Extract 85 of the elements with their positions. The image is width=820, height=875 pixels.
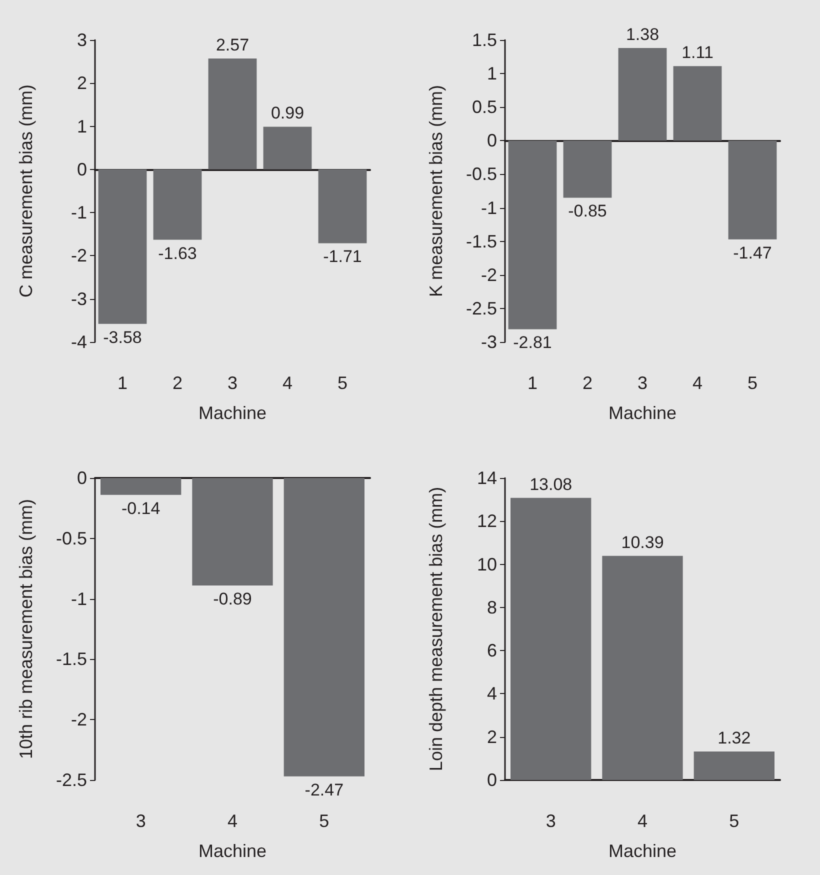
y-tick-label: 0 [76, 468, 87, 488]
y-tick-label: -2.5 [56, 770, 87, 790]
data-label: 0.99 [270, 104, 304, 123]
y-tick-label: 0 [486, 130, 497, 151]
bar [618, 48, 667, 141]
y-axis-title: K measurement bias (mm) [426, 84, 446, 298]
data-label: 13.08 [530, 474, 572, 494]
data-label: 1.11 [682, 43, 714, 62]
y-tick-label: 2 [486, 726, 497, 746]
x-tick-label: 3 [136, 810, 146, 830]
x-axis-title: Machine [198, 403, 267, 423]
bar [673, 66, 722, 141]
x-axis-title: Machine [608, 840, 677, 860]
data-label: -2.47 [304, 780, 344, 799]
x-tick-label: 3 [637, 373, 648, 393]
y-tick-label: 3 [76, 30, 87, 50]
y-axis-title: Loin depth measurement bias (mm) [426, 486, 446, 771]
y-tick-label: -1 [70, 202, 87, 223]
data-label: -0.14 [121, 498, 160, 518]
y-tick-label: -1.5 [56, 648, 87, 669]
y-tick-label: -1.5 [466, 231, 497, 252]
y-tick-label: 0 [76, 159, 87, 180]
y-tick-label: -2.5 [466, 298, 497, 318]
bar [694, 751, 774, 780]
data-label: -0.85 [568, 202, 607, 221]
x-axis-title: Machine [198, 840, 267, 860]
data-label: -1.47 [733, 243, 772, 262]
y-tick-label: 8 [486, 596, 497, 617]
data-label: 2.57 [216, 36, 250, 55]
y-tick-label: -1 [70, 588, 87, 608]
data-label: -3.58 [103, 328, 142, 347]
y-tick-label: 10 [476, 554, 497, 574]
bar [602, 555, 683, 780]
y-tick-label: 0.5 [472, 97, 497, 118]
bar [208, 58, 257, 170]
x-tick-label: 1 [117, 373, 128, 393]
y-axis-title: C measurement bias (mm) [16, 84, 36, 298]
bar [728, 140, 777, 240]
x-tick-label: 5 [337, 373, 348, 393]
y-tick-label: -2 [480, 264, 497, 285]
y-tick-label: 6 [486, 640, 497, 660]
data-label: 1.32 [718, 728, 751, 748]
data-label: -1.71 [323, 247, 362, 266]
y-tick-label: -1 [480, 198, 497, 218]
x-tick-label: 3 [546, 810, 556, 830]
data-label: -0.89 [213, 589, 252, 608]
x-tick-label: 3 [227, 373, 238, 393]
x-tick-label: 4 [282, 373, 293, 393]
y-tick-label: 12 [476, 510, 497, 531]
bar [153, 169, 202, 240]
x-axis-title: Machine [608, 403, 677, 423]
data-label: -2.81 [513, 333, 552, 352]
y-tick-label: -0.5 [466, 164, 497, 184]
bar [318, 169, 367, 244]
y-tick-label: 2 [76, 73, 87, 94]
y-tick-label: 4 [486, 683, 497, 704]
y-tick-label: -3 [70, 288, 87, 309]
bar [508, 140, 557, 330]
y-tick-label: 1.5 [472, 30, 497, 50]
bar [510, 497, 592, 780]
data-label: 10.39 [621, 532, 664, 552]
x-tick-label: 2 [582, 373, 593, 393]
y-tick-label: 1 [486, 64, 497, 84]
bar [563, 140, 612, 198]
x-tick-label: 5 [747, 373, 758, 393]
y-axis-title: 10th rib measurement bias (mm) [16, 498, 36, 759]
x-tick-label: 4 [692, 373, 703, 393]
bar [263, 126, 312, 170]
bar [98, 169, 147, 324]
x-tick-label: 4 [227, 810, 238, 830]
data-label: 1.38 [626, 25, 660, 44]
x-tick-label: 5 [319, 810, 330, 830]
data-label: -1.63 [158, 244, 197, 263]
y-tick-label: 1 [76, 116, 87, 136]
y-tick-label: -0.5 [56, 528, 87, 548]
y-tick-label: -4 [70, 332, 87, 352]
x-tick-label: 4 [637, 810, 648, 830]
y-tick-label: 14 [476, 468, 497, 488]
y-tick-label: -2 [70, 246, 87, 266]
y-tick-label: 0 [486, 770, 497, 790]
x-tick-label: 5 [729, 810, 740, 830]
y-tick-label: -3 [480, 332, 497, 352]
x-tick-label: 1 [527, 373, 538, 393]
x-tick-label: 2 [172, 373, 183, 393]
y-tick-label: -2 [70, 709, 87, 730]
